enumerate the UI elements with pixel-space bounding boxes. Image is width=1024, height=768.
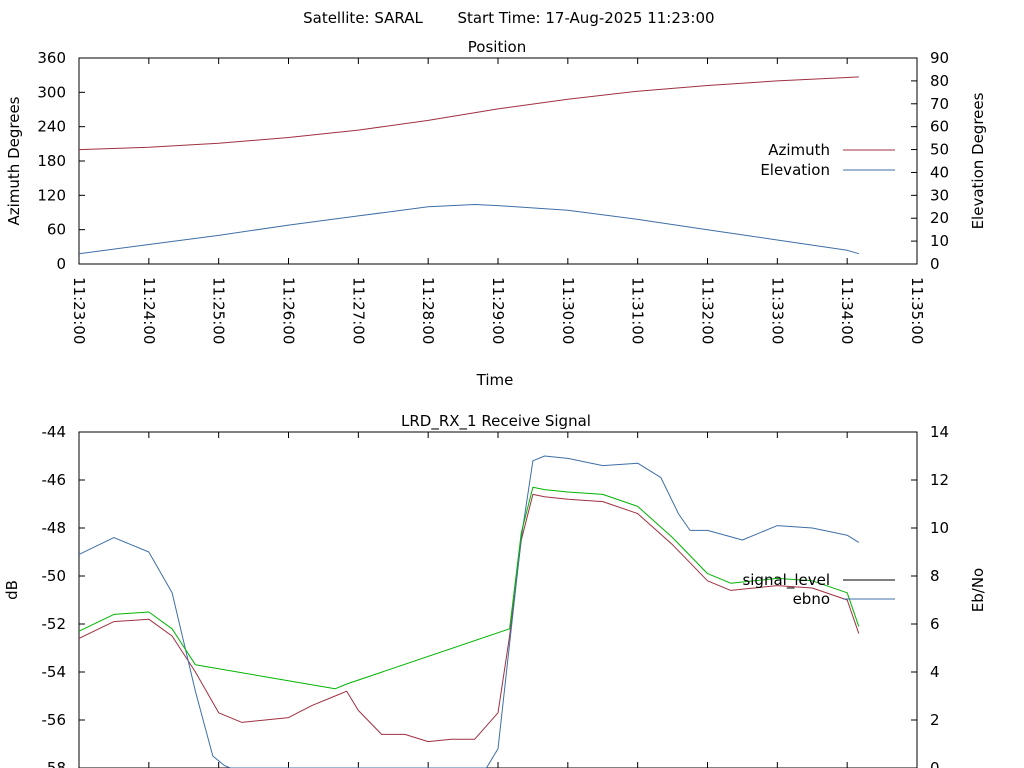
x-tick-label: 11:33:00 [768, 277, 786, 344]
y2-tick-label: 2 [930, 711, 940, 729]
x-tick-label: 11:30:00 [559, 277, 577, 344]
x-tick-label: 11:28:00 [419, 277, 437, 344]
x-tick-label: 11:35:00 [908, 277, 926, 344]
receive-signal-chart: LRD_RX_1 Receive Signal -58-56-54-52-50-… [3, 412, 987, 768]
x-tick-label: 11:23:00 [70, 277, 88, 344]
series-azimuth-line [78, 76, 859, 151]
y-tick-label: 300 [37, 83, 66, 101]
y2-tick-label: 60 [930, 118, 949, 136]
y-tick-label: 180 [37, 152, 66, 170]
receive-signal-y2-axis: 0 2 4 6 8 10 12 14 [911, 423, 949, 768]
receive-signal-y-axis: -58 -56 -54 -52 -50 -48 -46 -44 [42, 423, 85, 768]
legend-label-elevation: Elevation [760, 161, 830, 179]
y2-tick-label: 50 [930, 141, 949, 159]
y2-tick-label: 14 [930, 423, 949, 441]
position-y-axis: 0 60 120 180 240 300 360 [37, 49, 85, 273]
y2-tick-label: 80 [930, 72, 949, 90]
y2-tick-label: 20 [930, 209, 949, 227]
y-tick-label: -50 [42, 567, 67, 585]
receive-signal-chart-title: LRD_RX_1 Receive Signal [401, 412, 591, 431]
y-tick-label: 120 [37, 186, 66, 204]
receive-signal-y-axis-title: dB [3, 580, 21, 600]
legend-label-signal-level: signal_level [742, 571, 830, 590]
y2-tick-label: 0 [930, 255, 940, 273]
series-elevation-line [78, 204, 859, 255]
y-tick-label: -54 [42, 663, 67, 681]
y2-tick-label: 40 [930, 163, 949, 181]
position-legend: Azimuth Elevation [760, 141, 895, 179]
position-chart: Position 0 60 120 180 240 300 360 0 10 20 30 40 50 6… [5, 38, 987, 389]
y2-tick-label: 6 [930, 615, 940, 633]
position-y2-axis-title: Elevation Degrees [969, 92, 987, 229]
legend-label-ebno: ebno [793, 590, 830, 608]
position-x-axis: 11:23:00 11:24:00 11:25:00 11:26:00 11:27:00… [70, 58, 926, 344]
x-tick-label: 11:29:00 [489, 277, 507, 344]
receive-signal-plot-frame [78, 431, 918, 768]
receive-signal-x-axis [148, 432, 848, 768]
x-tick-label: 11:25:00 [210, 277, 228, 344]
receive-signal-y2-axis-title: Eb/No [969, 568, 987, 612]
position-series [78, 76, 859, 255]
start-time-label: Start Time: 17-Aug-2025 11:23:00 [457, 9, 714, 27]
y2-tick-label: 30 [930, 186, 949, 204]
y-tick-label: -56 [42, 711, 67, 729]
receive-signal-series [78, 455, 860, 768]
y-tick-label: 240 [37, 118, 66, 136]
y-tick-label: -58 [42, 759, 67, 768]
series-signal-level-line [78, 493, 860, 743]
y2-tick-label: 8 [930, 567, 940, 585]
x-tick-label: 11:27:00 [349, 277, 367, 344]
y-tick-label: 0 [56, 255, 66, 273]
y-tick-label: -44 [42, 423, 67, 441]
y2-tick-label: 10 [930, 519, 949, 537]
satellite-label: Satellite: SARAL [303, 9, 423, 27]
x-tick-label: 11:24:00 [140, 277, 158, 344]
x-tick-label: 11:31:00 [629, 277, 647, 344]
y-tick-label: -52 [42, 615, 67, 633]
x-tick-label: 11:32:00 [699, 277, 717, 344]
signal-level-green-trace [78, 486, 860, 690]
position-x-axis-title: Time [476, 371, 514, 389]
x-tick-label: 11:26:00 [280, 277, 298, 344]
y-tick-label: -48 [42, 519, 67, 537]
position-y2-axis: 0 10 20 30 40 50 60 70 80 90 [911, 49, 949, 273]
y-tick-label: 60 [47, 221, 66, 239]
y2-tick-label: 12 [930, 471, 949, 489]
legend-label-azimuth: Azimuth [768, 141, 830, 159]
x-tick-label: 11:34:00 [838, 277, 856, 344]
y2-tick-label: 70 [930, 95, 949, 113]
y2-tick-label: 10 [930, 232, 949, 250]
position-y-axis-title: Azimuth Degrees [5, 96, 23, 225]
position-chart-title: Position [468, 38, 526, 56]
y2-tick-label: 90 [930, 49, 949, 67]
y-tick-label: -46 [42, 471, 67, 489]
y2-tick-label: 0 [930, 759, 940, 768]
y2-tick-label: 4 [930, 663, 940, 681]
y-tick-label: 360 [37, 49, 66, 67]
series-ebno-line [78, 455, 860, 768]
